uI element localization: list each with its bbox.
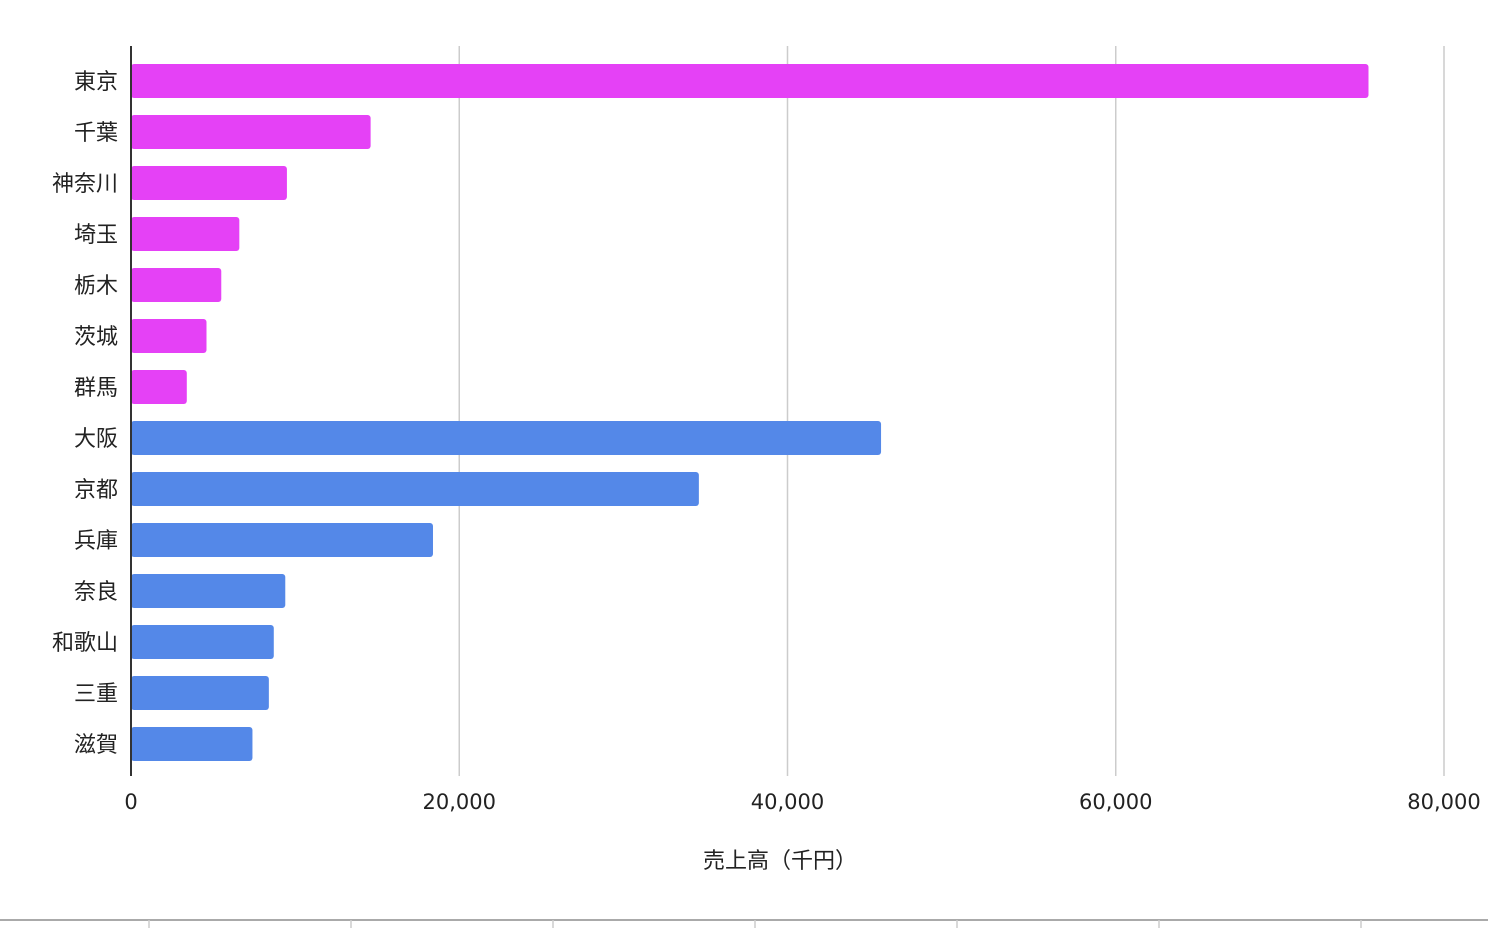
bar-栃木 bbox=[131, 268, 222, 302]
x-tick-label: 20,000 bbox=[423, 790, 496, 814]
x-tick-label: 60,000 bbox=[1079, 790, 1152, 814]
bar-滋賀 bbox=[131, 727, 253, 761]
bottom-ruler bbox=[0, 919, 1488, 928]
category-label: 兵庫 bbox=[74, 529, 118, 554]
category-label: 栃木 bbox=[74, 274, 118, 299]
category-label: 奈良 bbox=[74, 580, 118, 605]
category-label: 東京 bbox=[74, 70, 118, 95]
x-tick-label: 80,000 bbox=[1407, 790, 1480, 814]
category-label: 和歌山 bbox=[52, 631, 118, 656]
bar-和歌山 bbox=[131, 625, 274, 659]
category-label: 京都 bbox=[74, 478, 118, 503]
bar-神奈川 bbox=[131, 166, 287, 200]
category-label: 千葉 bbox=[74, 121, 118, 146]
category-label: 滋賀 bbox=[74, 733, 118, 758]
bar-埼玉 bbox=[131, 217, 240, 251]
bar-茨城 bbox=[131, 319, 207, 353]
x-tick-label: 40,000 bbox=[751, 790, 824, 814]
x-tick-label: 0 bbox=[124, 790, 137, 814]
bar-京都 bbox=[131, 472, 699, 506]
bar-兵庫 bbox=[131, 523, 433, 557]
bars bbox=[131, 64, 1369, 761]
category-label: 大阪 bbox=[74, 427, 118, 452]
bar-群馬 bbox=[131, 370, 187, 404]
category-label: 神奈川 bbox=[52, 172, 118, 197]
bar-千葉 bbox=[131, 115, 371, 149]
bar-東京 bbox=[131, 64, 1369, 98]
bar-三重 bbox=[131, 676, 269, 710]
bar-大阪 bbox=[131, 421, 882, 455]
category-label: 群馬 bbox=[74, 376, 118, 401]
category-label: 茨城 bbox=[74, 325, 118, 350]
bar-奈良 bbox=[131, 574, 286, 608]
category-label: 埼玉 bbox=[74, 223, 118, 248]
category-label: 三重 bbox=[74, 682, 118, 707]
labels: 0 20,000 40,000 60,000 80,000 東京千葉神奈川埼玉栃木茨城群馬… bbox=[52, 70, 1481, 814]
gridlines bbox=[458, 46, 1445, 776]
x-axis-title: 売上高（千円） bbox=[703, 849, 857, 874]
